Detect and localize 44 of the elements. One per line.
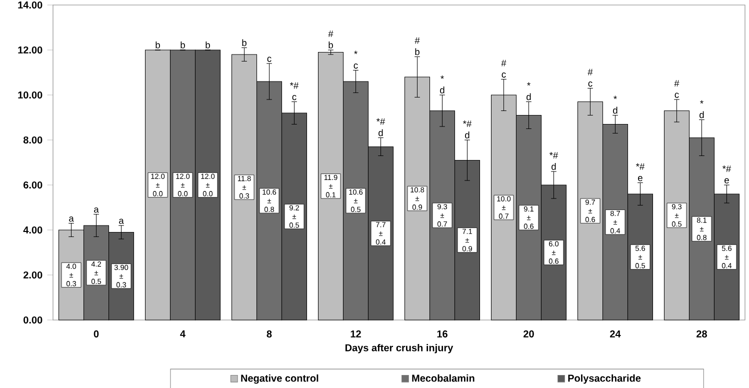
- annotation: * c: [354, 50, 358, 69]
- annotation: # c: [588, 68, 593, 87]
- annotation: # b: [328, 30, 334, 48]
- x-tick-label: 28: [696, 330, 707, 338]
- annotation: b: [156, 42, 160, 48]
- annotation: b: [180, 42, 185, 48]
- annotation: *# e: [636, 163, 645, 182]
- y-tick-label: 12.00: [18, 46, 42, 54]
- annotation: * d: [526, 82, 531, 100]
- legend-label: Negative control: [241, 374, 318, 384]
- x-tick-label: 4: [180, 330, 186, 338]
- x-tick-label: 0: [94, 330, 99, 338]
- annotation: b: [206, 42, 210, 48]
- annotation: * d: [700, 100, 704, 118]
- annotation: a: [119, 218, 124, 224]
- x-tick-label: 24: [610, 330, 621, 338]
- y-tick-label: 0.00: [24, 316, 42, 324]
- annotation: *# d: [376, 118, 386, 136]
- y-tick-label: 14.00: [18, 1, 42, 9]
- annotation: *# e: [722, 166, 732, 184]
- annotation: b: [242, 39, 246, 46]
- annotation: * d: [613, 96, 618, 114]
- x-tick-label: 8: [266, 330, 272, 338]
- y-tick-label: 10.00: [18, 91, 42, 99]
- legend-label: Polysaccharide: [568, 374, 641, 384]
- x-axis-title: Days after crush injury: [345, 344, 454, 354]
- y-tick-label: 8.00: [23, 136, 42, 144]
- annotation: c: [267, 56, 272, 62]
- y-tick-label: 6.00: [24, 181, 42, 189]
- annotation: * d: [440, 76, 444, 94]
- annotation: a: [69, 216, 74, 222]
- x-tick-label: 20: [524, 330, 534, 338]
- legend-label: Mecobalamin: [412, 374, 474, 382]
- y-tick-label: 2.00: [24, 271, 42, 279]
- annotation: a: [94, 208, 99, 213]
- annotation: *# d: [549, 152, 558, 170]
- y-tick-label: 4.00: [23, 226, 42, 234]
- annotation: *# d: [462, 120, 472, 138]
- annotation: *# c: [290, 82, 299, 100]
- annotation: # c: [674, 80, 680, 98]
- x-tick-label: 12: [350, 330, 361, 338]
- annotation: # c: [501, 60, 506, 78]
- annotation: # b: [414, 37, 420, 56]
- x-tick-label: 16: [437, 330, 448, 338]
